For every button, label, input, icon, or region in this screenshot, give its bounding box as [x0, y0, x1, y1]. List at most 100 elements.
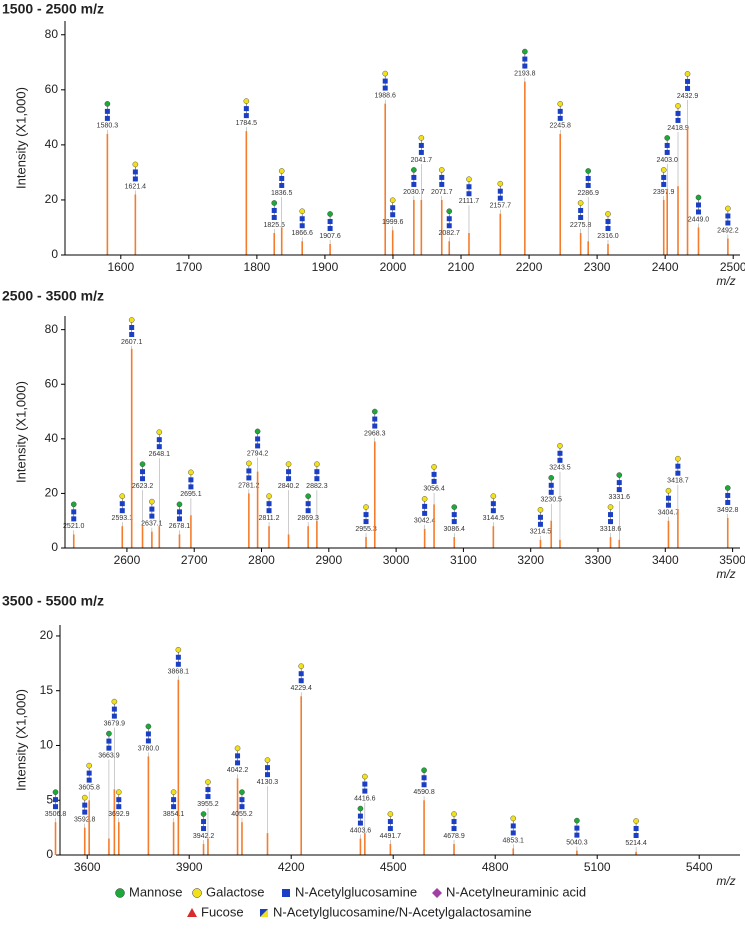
- peak-label: 3679.9: [104, 720, 126, 727]
- glycan-residue: [139, 461, 146, 467]
- glycan-residue: [661, 174, 667, 180]
- glycan-residue: [254, 428, 261, 435]
- glycan-residue: [171, 804, 177, 810]
- peak-label: 2637.1: [141, 520, 163, 527]
- legend-item: Mannose: [115, 884, 182, 899]
- glycan-residue: [605, 225, 611, 231]
- glycan-residue: [235, 760, 241, 766]
- glycan-residue: [665, 487, 672, 494]
- glycan-residue: [86, 762, 92, 769]
- peak-label: 3214.5: [530, 529, 552, 536]
- glycan-icon: [234, 745, 241, 766]
- y-tick-label: 15: [40, 683, 54, 697]
- glycan-residue: [675, 110, 681, 116]
- glycan-residue: [255, 436, 261, 442]
- glycan-residue: [140, 476, 146, 482]
- glycan-residue: [357, 820, 363, 826]
- glycan-residue: [616, 480, 622, 486]
- glycan-residue: [106, 738, 112, 744]
- peak-label: 3056.4: [423, 486, 445, 493]
- glycan-residue: [522, 63, 528, 69]
- glycan-residue: [271, 200, 278, 206]
- glycan-icon: [271, 200, 278, 220]
- glycan-icon: [660, 167, 667, 187]
- peak-label: 2071.7: [431, 189, 453, 196]
- x-tick-label: 2100: [448, 260, 475, 274]
- glycan-residue: [132, 176, 138, 182]
- glycan-residue: [188, 484, 194, 490]
- x-tick-label: 4500: [380, 860, 407, 874]
- glycan-residue: [660, 167, 667, 173]
- glycan-icon: [299, 208, 306, 229]
- x-tick-label: 5100: [584, 860, 611, 874]
- y-tick-label: 0: [51, 540, 58, 554]
- glycan-residue: [675, 103, 681, 109]
- glycan-residue: [145, 723, 152, 730]
- peak-label: 2432.9: [677, 93, 699, 100]
- peak-label: 4853.1: [503, 837, 525, 844]
- y-axis-label: Intensity (X1,000): [13, 381, 28, 483]
- peak-label: 2521.0: [63, 523, 85, 530]
- peak-label: 3042.4: [414, 518, 436, 525]
- glycan-residue: [548, 489, 554, 495]
- glycan-residue: [264, 757, 271, 763]
- glycan-residue: [104, 101, 111, 107]
- x-tick-label: 2000: [380, 260, 407, 274]
- glycan-icon: [451, 504, 458, 525]
- glycan-residue: [725, 213, 731, 219]
- glycan-residue: [695, 209, 701, 215]
- peak-label: 2968.3: [364, 430, 386, 437]
- glycan-residue: [170, 789, 177, 795]
- glycan-residue: [451, 519, 457, 525]
- y-tick-label: 0: [51, 247, 58, 261]
- glycan-residue: [362, 781, 368, 787]
- glycan-residue: [725, 220, 731, 226]
- peak-label: 1866.6: [291, 230, 313, 237]
- peak-label: 2286.9: [577, 190, 599, 197]
- peak-label: 3318.6: [600, 526, 622, 533]
- glycan-residue: [52, 789, 59, 795]
- peak-label: 2193.8: [514, 70, 536, 77]
- x-tick-label: 2300: [584, 260, 611, 274]
- glycan-residue: [171, 797, 177, 803]
- glycan-residue: [585, 182, 591, 188]
- peak-label: 1836.5: [271, 190, 293, 197]
- glycan-icon: [418, 135, 425, 155]
- legend-symbol: [192, 888, 202, 898]
- glycan-residue: [106, 730, 112, 737]
- glycan-residue: [299, 223, 305, 229]
- glycan-icon: [175, 646, 182, 667]
- glycan-icon: [616, 472, 623, 493]
- peak-label: 3492.8: [717, 507, 739, 514]
- glycan-icon: [119, 493, 126, 514]
- glycan-residue: [128, 317, 135, 323]
- glycan-residue: [357, 813, 363, 819]
- glycan-icon: [725, 205, 731, 226]
- glycan-residue: [176, 516, 182, 522]
- legend-symbol: [115, 888, 125, 898]
- glycan-residue: [129, 332, 135, 337]
- peak-label: 1825.5: [264, 222, 286, 229]
- legend-item: Galactose: [192, 884, 265, 899]
- glycan-icon: [522, 48, 528, 69]
- peak-label: 3144.5: [483, 515, 505, 522]
- glycan-icon: [537, 507, 544, 527]
- glycan-icon: [371, 408, 378, 429]
- legend-item: N-Acetylglucosamine: [282, 884, 417, 899]
- glycan-icon: [145, 723, 152, 744]
- peak-label: 3854.1: [163, 811, 185, 818]
- glycan-icon: [285, 461, 292, 482]
- glycan-icon: [724, 485, 731, 505]
- glycan-residue: [439, 181, 445, 187]
- glycan-residue: [299, 216, 305, 222]
- glycan-residue: [149, 513, 155, 519]
- glycan-residue: [451, 512, 457, 518]
- peak-label: 3780.0: [138, 745, 160, 752]
- glycan-residue: [82, 802, 88, 808]
- peak-label: 2245.8: [550, 123, 572, 130]
- panel-title: 2500 - 3500 m/z: [2, 288, 104, 304]
- x-tick-label: 2900: [315, 553, 342, 567]
- glycan-residue: [438, 167, 445, 173]
- y-axis-label: Intensity (X1,000): [13, 689, 28, 791]
- glycan-residue: [371, 408, 378, 415]
